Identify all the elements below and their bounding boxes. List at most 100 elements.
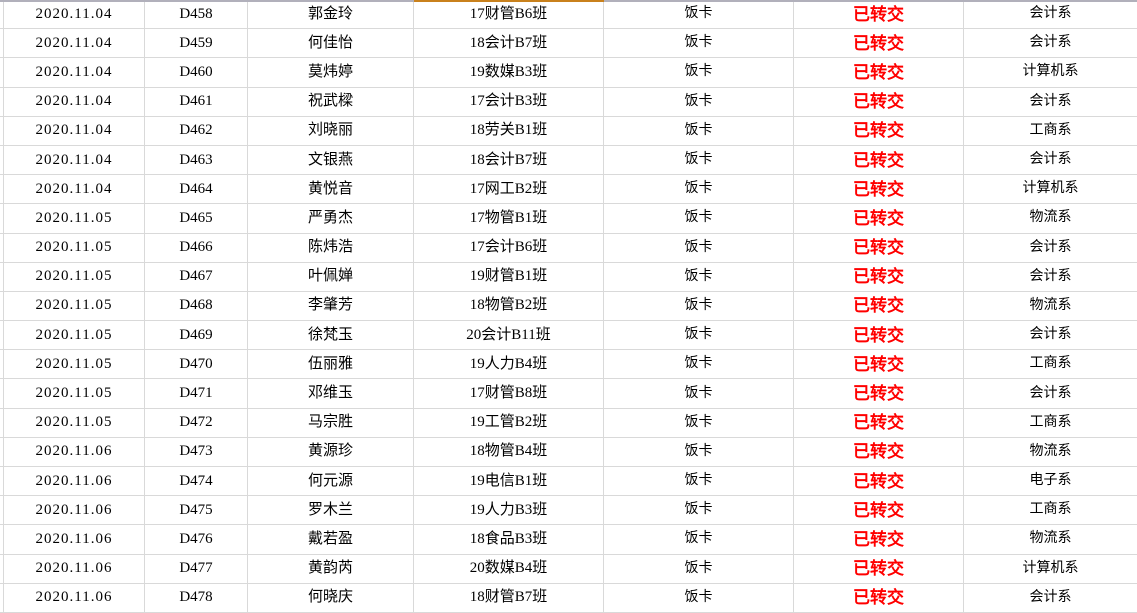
cell-department[interactable]: 物流系 (1029, 531, 1072, 547)
cell-date[interactable]: 2020.11.05 (4, 408, 145, 437)
cell-status[interactable]: 已转交 (794, 437, 964, 466)
cell-class[interactable]: 18会计B7班 (414, 29, 604, 58)
cell-status[interactable]: 已转交 (794, 554, 964, 583)
cell-item[interactable]: 饭卡 (604, 116, 794, 145)
cell-record-id[interactable]: D463 (145, 145, 248, 175)
cell-student-name[interactable]: 文银燕 (248, 145, 414, 175)
cell-student-name[interactable]: 郭金玲 (248, 0, 414, 29)
cell-status[interactable]: 已转交 (794, 291, 964, 321)
cell-class[interactable]: 17财管B8班 (414, 379, 604, 408)
cell-student-name[interactable]: 伍丽雅 (248, 350, 414, 379)
cell-student-name[interactable]: 何晓庆 (248, 583, 414, 612)
cell-record-id[interactable]: D458 (145, 0, 248, 29)
cell-student-name[interactable]: 陈炜浩 (248, 233, 414, 262)
cell-record-id[interactable]: D461 (145, 87, 248, 116)
cell-date[interactable]: 2020.11.05 (4, 321, 145, 350)
cell-date[interactable]: 2020.11.06 (4, 496, 145, 525)
cell-date[interactable]: 2020.11.06 (4, 525, 145, 554)
cell-date[interactable]: 2020.11.04 (4, 58, 145, 87)
cell-date[interactable]: 2020.11.05 (4, 291, 145, 321)
cell-record-id[interactable]: D466 (145, 233, 248, 262)
cell-record-id[interactable]: D459 (145, 29, 248, 58)
cell-class[interactable]: 17会计B6班 (414, 233, 604, 262)
cell-status[interactable]: 已转交 (794, 262, 964, 291)
cell-record-id[interactable]: D475 (145, 496, 248, 525)
cell-student-name[interactable]: 黄源珍 (248, 437, 414, 466)
cell-record-id[interactable]: D467 (145, 262, 248, 291)
cell-department[interactable]: 会计系 (1029, 35, 1072, 51)
cell-student-name[interactable]: 黄悦音 (248, 175, 414, 204)
cell-item[interactable]: 饭卡 (604, 87, 794, 116)
cell-student-name[interactable]: 李肇芳 (248, 291, 414, 321)
cell-record-id[interactable]: D468 (145, 291, 248, 321)
cell-date[interactable]: 2020.11.04 (4, 29, 145, 58)
cell-status[interactable]: 已转交 (794, 175, 964, 204)
cell-item[interactable]: 饭卡 (604, 525, 794, 554)
cell-student-name[interactable]: 罗木兰 (248, 496, 414, 525)
cell-student-name[interactable]: 祝武樑 (248, 87, 414, 116)
cell-record-id[interactable]: D473 (145, 437, 248, 466)
cell-item[interactable]: 饭卡 (604, 29, 794, 58)
cell-class[interactable]: 17财管B6班 (414, 0, 604, 29)
cell-class[interactable]: 19电信B1班 (414, 467, 604, 496)
cell-item[interactable]: 饭卡 (604, 321, 794, 350)
cell-date[interactable]: 2020.11.05 (4, 350, 145, 379)
cell-class[interactable]: 18食品B3班 (414, 525, 604, 554)
cell-department[interactable]: 工商系 (1029, 122, 1072, 138)
cell-status[interactable]: 已转交 (794, 496, 964, 525)
cell-record-id[interactable]: D469 (145, 321, 248, 350)
cell-class[interactable]: 17网工B2班 (414, 175, 604, 204)
cell-student-name[interactable]: 何元源 (248, 467, 414, 496)
cell-department[interactable]: 工商系 (1029, 502, 1072, 518)
cell-date[interactable]: 2020.11.04 (4, 116, 145, 145)
cell-class[interactable]: 18物管B2班 (414, 291, 604, 321)
cell-item[interactable]: 饭卡 (604, 408, 794, 437)
cell-item[interactable]: 饭卡 (604, 145, 794, 175)
cell-item[interactable]: 饭卡 (604, 58, 794, 87)
cell-record-id[interactable]: D478 (145, 583, 248, 612)
cell-department[interactable]: 物流系 (1029, 210, 1072, 226)
cell-record-id[interactable]: D474 (145, 467, 248, 496)
cell-record-id[interactable]: D470 (145, 350, 248, 379)
cell-item[interactable]: 饭卡 (604, 350, 794, 379)
cell-student-name[interactable]: 莫炜婷 (248, 58, 414, 87)
cell-student-name[interactable]: 戴若盈 (248, 525, 414, 554)
cell-status[interactable]: 已转交 (794, 233, 964, 262)
cell-student-name[interactable]: 叶佩婵 (248, 262, 414, 291)
cell-status[interactable]: 已转交 (794, 145, 964, 175)
cell-item[interactable]: 饭卡 (604, 291, 794, 321)
cell-date[interactable]: 2020.11.06 (4, 554, 145, 583)
cell-item[interactable]: 饭卡 (604, 175, 794, 204)
cell-department[interactable]: 工商系 (1029, 356, 1072, 372)
cell-class[interactable]: 19人力B4班 (414, 350, 604, 379)
cell-date[interactable]: 2020.11.05 (4, 262, 145, 291)
cell-status[interactable]: 已转交 (794, 116, 964, 145)
cell-class[interactable]: 20数媒B4班 (414, 554, 604, 583)
cell-item[interactable]: 饭卡 (604, 0, 794, 29)
cell-status[interactable]: 已转交 (794, 58, 964, 87)
cell-record-id[interactable]: D477 (145, 554, 248, 583)
cell-status[interactable]: 已转交 (794, 204, 964, 233)
cell-status[interactable]: 已转交 (794, 525, 964, 554)
cell-department[interactable]: 会计系 (1029, 385, 1072, 401)
cell-class[interactable]: 19工管B2班 (414, 408, 604, 437)
cell-department[interactable]: 计算机系 (1022, 560, 1079, 576)
cell-status[interactable]: 已转交 (794, 350, 964, 379)
cell-student-name[interactable]: 徐梵玉 (248, 321, 414, 350)
cell-student-name[interactable]: 何佳怡 (248, 29, 414, 58)
cell-class[interactable]: 18会计B7班 (414, 145, 604, 175)
cell-class[interactable]: 17会计B3班 (414, 87, 604, 116)
cell-status[interactable]: 已转交 (794, 321, 964, 350)
cell-status[interactable]: 已转交 (794, 408, 964, 437)
cell-status[interactable]: 已转交 (794, 87, 964, 116)
cell-record-id[interactable]: D476 (145, 525, 248, 554)
cell-record-id[interactable]: D472 (145, 408, 248, 437)
cell-student-name[interactable]: 马宗胜 (248, 408, 414, 437)
cell-status[interactable]: 已转交 (794, 467, 964, 496)
cell-record-id[interactable]: D464 (145, 175, 248, 204)
cell-date[interactable]: 2020.11.05 (4, 379, 145, 408)
cell-record-id[interactable]: D471 (145, 379, 248, 408)
cell-department[interactable]: 计算机系 (1022, 181, 1079, 197)
cell-department[interactable]: 会计系 (1029, 93, 1072, 109)
cell-status[interactable]: 已转交 (794, 0, 964, 29)
